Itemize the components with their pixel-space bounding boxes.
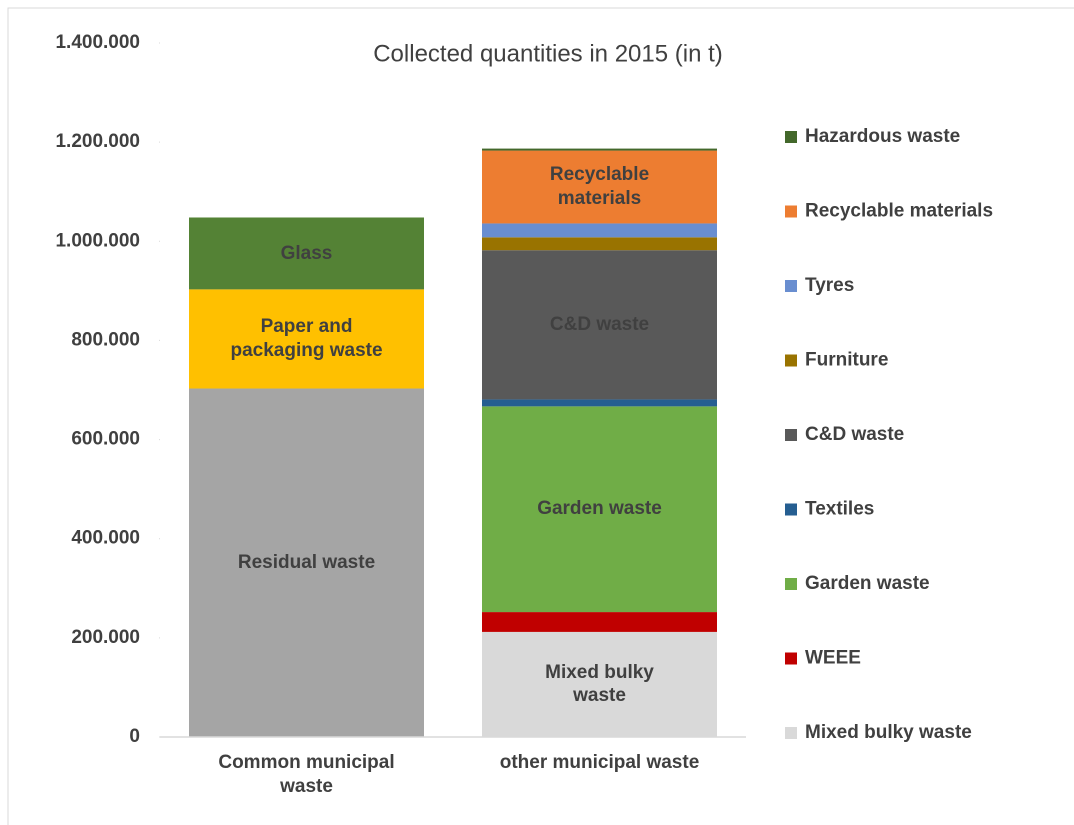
y-tick-label: 800.000	[71, 329, 140, 350]
segment-label: Mixed bulky waste	[482, 632, 717, 737]
legend-label: C&D waste	[805, 424, 904, 445]
x-tick-label: other municipal waste	[487, 751, 713, 811]
y-tick-label: 200.000	[71, 627, 140, 648]
legend-swatch	[785, 652, 797, 665]
legend-label: Furniture	[805, 350, 888, 371]
segment-label-text: C&D waste	[549, 313, 650, 335]
segment-label: Glass	[189, 217, 424, 289]
segment-label-text: Glass	[280, 242, 333, 264]
y-tick-label: 1.000.000	[55, 230, 140, 251]
segment-label: Paper and packaging waste	[189, 289, 424, 388]
bar-segment	[189, 388, 424, 737]
bar-segment	[482, 612, 717, 632]
y-tick-label: 600.000	[71, 429, 140, 450]
x-tick-label-text: other municipal waste	[499, 752, 700, 773]
legend-swatch	[785, 205, 797, 218]
frame	[7, 7, 1074, 825]
bar-segment	[482, 631, 717, 737]
legend-label: Tyres	[805, 275, 854, 296]
legend-swatch	[785, 578, 797, 590]
legend-swatch	[785, 131, 797, 143]
legend-swatch	[785, 429, 797, 441]
segment-label-text: Garden waste	[537, 498, 662, 520]
bar-segment	[482, 399, 717, 407]
bar-segment	[482, 148, 717, 151]
bar-segment	[482, 223, 717, 238]
segment-label-text: Mixed bulky waste	[545, 661, 654, 707]
segment-label: C&D waste	[482, 250, 717, 399]
legend-swatch	[785, 503, 797, 516]
segment-label: Garden waste	[482, 406, 717, 612]
legend-swatch	[785, 354, 797, 367]
segment-label: Recyclable materials	[482, 151, 717, 224]
bar-segment	[482, 150, 717, 224]
y-tick-label: 0	[129, 726, 140, 747]
legend-label: Textiles	[805, 499, 874, 520]
x-tick-label: Common municipal waste	[194, 751, 420, 811]
legend-label: Garden waste	[805, 573, 930, 594]
y-tick-label: 400.000	[71, 528, 140, 549]
y-tick-label: 1.200.000	[55, 131, 140, 152]
segment-label-text: Recyclable materials	[549, 164, 650, 209]
bar-segment	[482, 250, 717, 400]
bar-segment	[189, 217, 424, 290]
legend-swatch	[785, 727, 797, 739]
segment-label: Residual waste	[189, 389, 424, 737]
bar-segment	[189, 289, 424, 389]
legend-swatch	[785, 280, 797, 292]
segment-label-text: Residual waste	[237, 551, 376, 573]
legend-label: Hazardous waste	[805, 126, 960, 147]
bar-segment	[482, 237, 717, 251]
segment-label-text: Paper and packaging waste	[230, 316, 383, 361]
y-tick-label: 1.400.000	[55, 32, 140, 53]
legend-label: Mixed bulky waste	[805, 722, 972, 743]
legend-label: WEEE	[805, 648, 861, 669]
chart-title: Collected quantities in 2015 (in t)	[373, 40, 723, 67]
x-tick-label-text: Common municipal waste	[218, 752, 395, 797]
bar-segment	[482, 406, 717, 613]
legend-label: Recyclable materials	[805, 201, 993, 222]
